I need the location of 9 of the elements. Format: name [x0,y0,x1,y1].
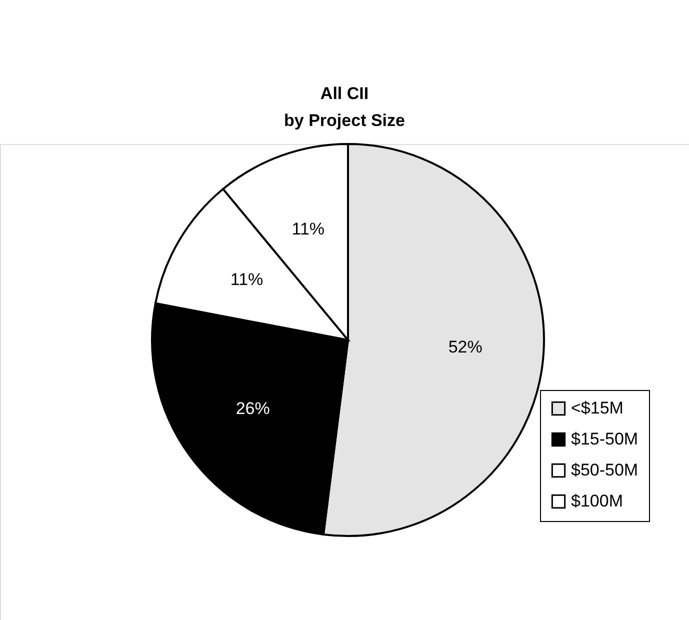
legend-label: $50-50M [571,460,638,480]
legend-label: <$15M [571,398,624,418]
data-label: 52% [448,337,482,356]
data-label: 26% [236,399,270,418]
chart-title: All CII by Project Size [284,84,405,130]
data-label: 11% [230,270,264,290]
legend-label: $100M [571,492,623,510]
legend-label: $15-50M [571,430,638,448]
data-label: 11% [292,219,325,238]
